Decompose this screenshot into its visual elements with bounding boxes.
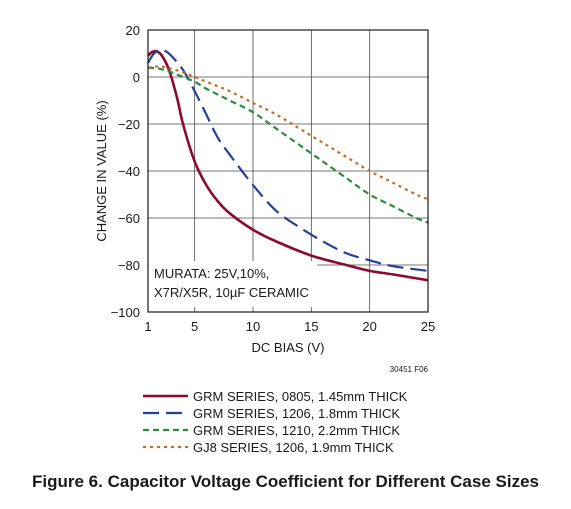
x-tick-label: 25 [421, 319, 435, 334]
figure-caption: Figure 6. Capacitor Voltage Coefficient … [32, 472, 539, 491]
figure-id: 30451 F06 [390, 365, 429, 374]
y-tick-label: −40 [118, 164, 140, 179]
y-tick-label: −60 [118, 211, 140, 226]
series-line-2 [147, 48, 429, 272]
plot-frame [147, 29, 429, 313]
x-tick-label: 1 [144, 319, 151, 334]
legend-label-4: GJ8 SERIES, 1206, 1.9mm THICK [193, 440, 394, 455]
annotation-box: MURATA: 25V,10%, X7R/X5R, 10µF CERAMIC [149, 261, 317, 307]
x-axis-label: DC BIAS (V) [252, 340, 325, 355]
annotation-line-2: X7R/X5R, 10µF CERAMIC [154, 285, 309, 300]
annotation-line-1: MURATA: 25V,10%, [154, 266, 269, 281]
series-line-1 [147, 49, 429, 282]
legend-label-3: GRM SERIES, 1210, 2.2mm THICK [193, 423, 400, 438]
x-tick-label: 5 [191, 319, 198, 334]
x-tick-label: 20 [362, 319, 376, 334]
annotation-background [149, 261, 317, 307]
series-lines [147, 48, 429, 282]
y-axis-label: CHANGE IN VALUE (%) [94, 100, 109, 241]
y-tick-label: 0 [133, 70, 140, 85]
series-line-3 [147, 66, 429, 224]
y-tick-label: 20 [126, 23, 140, 38]
y-tick-label: −20 [118, 117, 140, 132]
legend: GRM SERIES, 0805, 1.45mm THICK GRM SERIES… [143, 389, 408, 455]
y-tick-label: −80 [118, 258, 140, 273]
legend-label-1: GRM SERIES, 0805, 1.45mm THICK [193, 389, 408, 404]
y-tick-label: −100 [111, 305, 140, 320]
legend-label-2: GRM SERIES, 1206, 1.8mm THICK [193, 406, 400, 421]
x-tick-label: 10 [246, 319, 260, 334]
x-tick-label: 15 [304, 319, 318, 334]
series-line-4 [147, 65, 429, 201]
